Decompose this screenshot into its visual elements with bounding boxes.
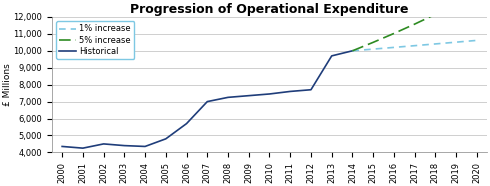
1% increase [453, 41, 459, 43]
5% increase [370, 41, 376, 44]
5% increase [412, 23, 417, 25]
Historical [204, 100, 210, 103]
Historical [329, 55, 335, 57]
Historical [80, 147, 86, 149]
Historical [163, 138, 169, 140]
1% increase [433, 43, 439, 45]
5% increase [433, 13, 439, 15]
Historical [184, 122, 190, 125]
1% increase [370, 48, 376, 50]
Historical [59, 145, 65, 147]
Title: Progression of Operational Expenditure: Progression of Operational Expenditure [130, 3, 409, 16]
Historical [308, 89, 314, 91]
Line: Historical: Historical [62, 51, 352, 148]
1% increase [474, 39, 480, 41]
5% increase [349, 50, 355, 52]
Historical [142, 145, 148, 147]
Legend: 1% increase, 5% increase, Historical: 1% increase, 5% increase, Historical [56, 21, 134, 59]
Line: 1% increase: 1% increase [352, 40, 477, 51]
5% increase [391, 32, 397, 35]
Historical [287, 90, 293, 93]
1% increase [391, 46, 397, 49]
Historical [122, 145, 127, 147]
Line: 5% increase: 5% increase [352, 0, 477, 51]
1% increase [349, 50, 355, 52]
Y-axis label: £ Millions: £ Millions [3, 63, 12, 106]
Historical [246, 94, 252, 97]
Historical [225, 96, 231, 98]
1% increase [412, 45, 417, 47]
Historical [267, 93, 272, 95]
5% increase [453, 3, 459, 5]
Historical [349, 50, 355, 52]
Historical [100, 143, 106, 145]
